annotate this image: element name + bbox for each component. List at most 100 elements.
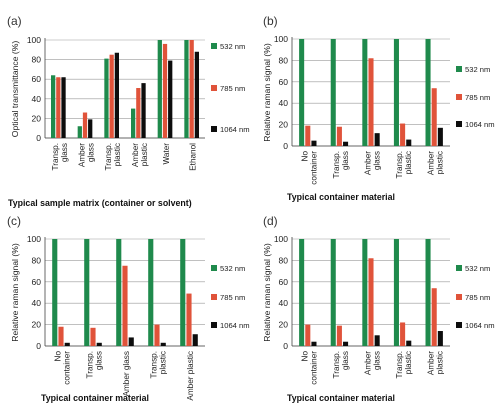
y-tick-label: 100	[274, 234, 288, 244]
legend-swatch-1064nm	[456, 121, 462, 127]
x-category-label: Transp.plastic	[150, 351, 168, 378]
legend-label-532nm: 532 nm	[220, 42, 245, 51]
bar-785nm-2	[336, 325, 342, 346]
bar-1064nm-2	[343, 141, 349, 146]
legend-swatch-1064nm	[211, 322, 217, 328]
bar-532nm-2	[77, 126, 82, 138]
bar-785nm-4	[136, 88, 141, 138]
legend-label-1064nm: 1064 nm	[465, 120, 495, 129]
x-category-label: Amberglass	[78, 143, 96, 167]
x-category-label: Amberplastic	[427, 151, 445, 175]
x-category-label: Nocontainer	[300, 151, 318, 185]
legend-swatch-532nm	[211, 43, 217, 49]
bar-532nm-2	[330, 239, 336, 346]
x-category-label: Ethanol	[189, 143, 198, 171]
x-axis-title: Typical container material	[287, 393, 395, 403]
bar-785nm-5	[162, 43, 168, 138]
x-category-label: Amberglass	[364, 351, 382, 375]
bar-785nm-5	[431, 88, 437, 146]
bar-532nm-4	[148, 239, 154, 346]
bar-785nm-4	[400, 123, 406, 146]
legend-label-785nm: 785 nm	[465, 293, 490, 302]
bar-785nm-4	[154, 324, 160, 346]
legend-swatch-1064nm	[456, 322, 462, 328]
panel-label: (b)	[263, 14, 278, 28]
bar-1064nm-2	[96, 342, 102, 346]
y-tick-label: 60	[279, 277, 289, 287]
chart-panel-2: (b) 0 20 40 60 80 100 Nocontainer Transp.glass Am…	[262, 14, 495, 202]
y-axis-title: Relative raman signal (%)	[262, 43, 272, 142]
bar-1064nm-3	[128, 337, 134, 346]
panel-label: (c)	[7, 214, 21, 228]
legend-swatch-532nm	[211, 265, 217, 271]
x-category-label: Amber glass	[122, 351, 131, 397]
legend-swatch-785nm	[211, 85, 217, 91]
legend-label-785nm: 785 nm	[220, 293, 245, 302]
bar-785nm-2	[82, 112, 88, 138]
bar-1064nm-1	[61, 77, 66, 138]
y-tick-label: 100	[27, 35, 41, 45]
x-axis-title: Typical container material	[41, 393, 149, 403]
bar-785nm-2	[336, 126, 342, 146]
chart-panel-4: (d) 0 20 40 60 80 100 Nocontainer Transp.glass Am…	[262, 214, 495, 403]
y-tick-label: 60	[32, 277, 42, 287]
legend-label-785nm: 785 nm	[220, 84, 245, 93]
bar-1064nm-5	[437, 331, 443, 346]
bar-532nm-2	[84, 239, 90, 346]
bar-785nm-5	[186, 293, 192, 346]
legend-label-532nm: 532 nm	[465, 65, 490, 74]
bar-1064nm-5	[437, 127, 443, 146]
legend-swatch-785nm	[211, 294, 217, 300]
panel-label: (d)	[263, 214, 278, 228]
y-tick-label: 40	[32, 298, 42, 308]
bar-1064nm-4	[141, 83, 146, 138]
x-category-label: Amber plastic	[186, 351, 195, 401]
bar-1064nm-1	[64, 342, 70, 346]
chart-panel-3: (c) 0 20 40 60 80 100 Nocontainer Transp.glass Am…	[7, 214, 250, 403]
y-tick-label: 60	[32, 74, 42, 84]
bar-532nm-4	[393, 39, 399, 146]
bar-785nm-3	[109, 54, 114, 139]
bar-1064nm-2	[343, 341, 349, 346]
legend-label-532nm: 532 nm	[465, 264, 490, 273]
y-tick-label: 60	[279, 77, 289, 87]
bar-785nm-1	[56, 77, 61, 138]
y-tick-label: 0	[283, 341, 288, 351]
x-category-label: Transp.plastic	[395, 151, 413, 178]
bar-1064nm-3	[114, 52, 119, 138]
bar-785nm-3	[368, 58, 374, 147]
y-tick-label: 40	[279, 98, 289, 108]
y-tick-label: 0	[36, 133, 41, 143]
bar-1064nm-4	[406, 139, 412, 146]
bar-532nm-2	[330, 39, 336, 146]
y-tick-label: 20	[32, 113, 42, 123]
bar-1064nm-2	[88, 119, 93, 138]
bar-532nm-4	[131, 108, 136, 138]
bar-785nm-4	[400, 322, 406, 346]
bar-532nm-3	[116, 239, 122, 346]
y-tick-label: 0	[36, 341, 41, 351]
bar-532nm-1	[51, 75, 56, 138]
bar-1064nm-4	[406, 340, 412, 346]
chart-panel-1: (a) 0 20 40 60 80 100 Transp.glass Amberglass Tra…	[7, 14, 250, 208]
bar-1064nm-3	[374, 335, 380, 346]
y-tick-label: 80	[279, 55, 289, 65]
legend-swatch-785nm	[456, 94, 462, 100]
x-category-label: Transp.glass	[332, 151, 350, 178]
bar-532nm-5	[180, 239, 186, 346]
bar-1064nm-6	[194, 51, 199, 139]
bar-785nm-1	[305, 125, 311, 146]
bar-532nm-1	[52, 239, 58, 346]
y-tick-label: 40	[32, 94, 42, 104]
bar-1064nm-5	[168, 60, 173, 138]
bar-532nm-5	[425, 39, 431, 146]
y-tick-label: 80	[32, 55, 42, 65]
y-tick-label: 100	[274, 34, 288, 44]
bar-532nm-3	[362, 239, 368, 346]
y-tick-label: 20	[279, 320, 289, 330]
y-tick-label: 100	[27, 234, 41, 244]
bar-532nm-3	[104, 58, 109, 139]
x-category-label: Water	[162, 143, 171, 165]
x-category-label: Amberglass	[364, 151, 382, 175]
